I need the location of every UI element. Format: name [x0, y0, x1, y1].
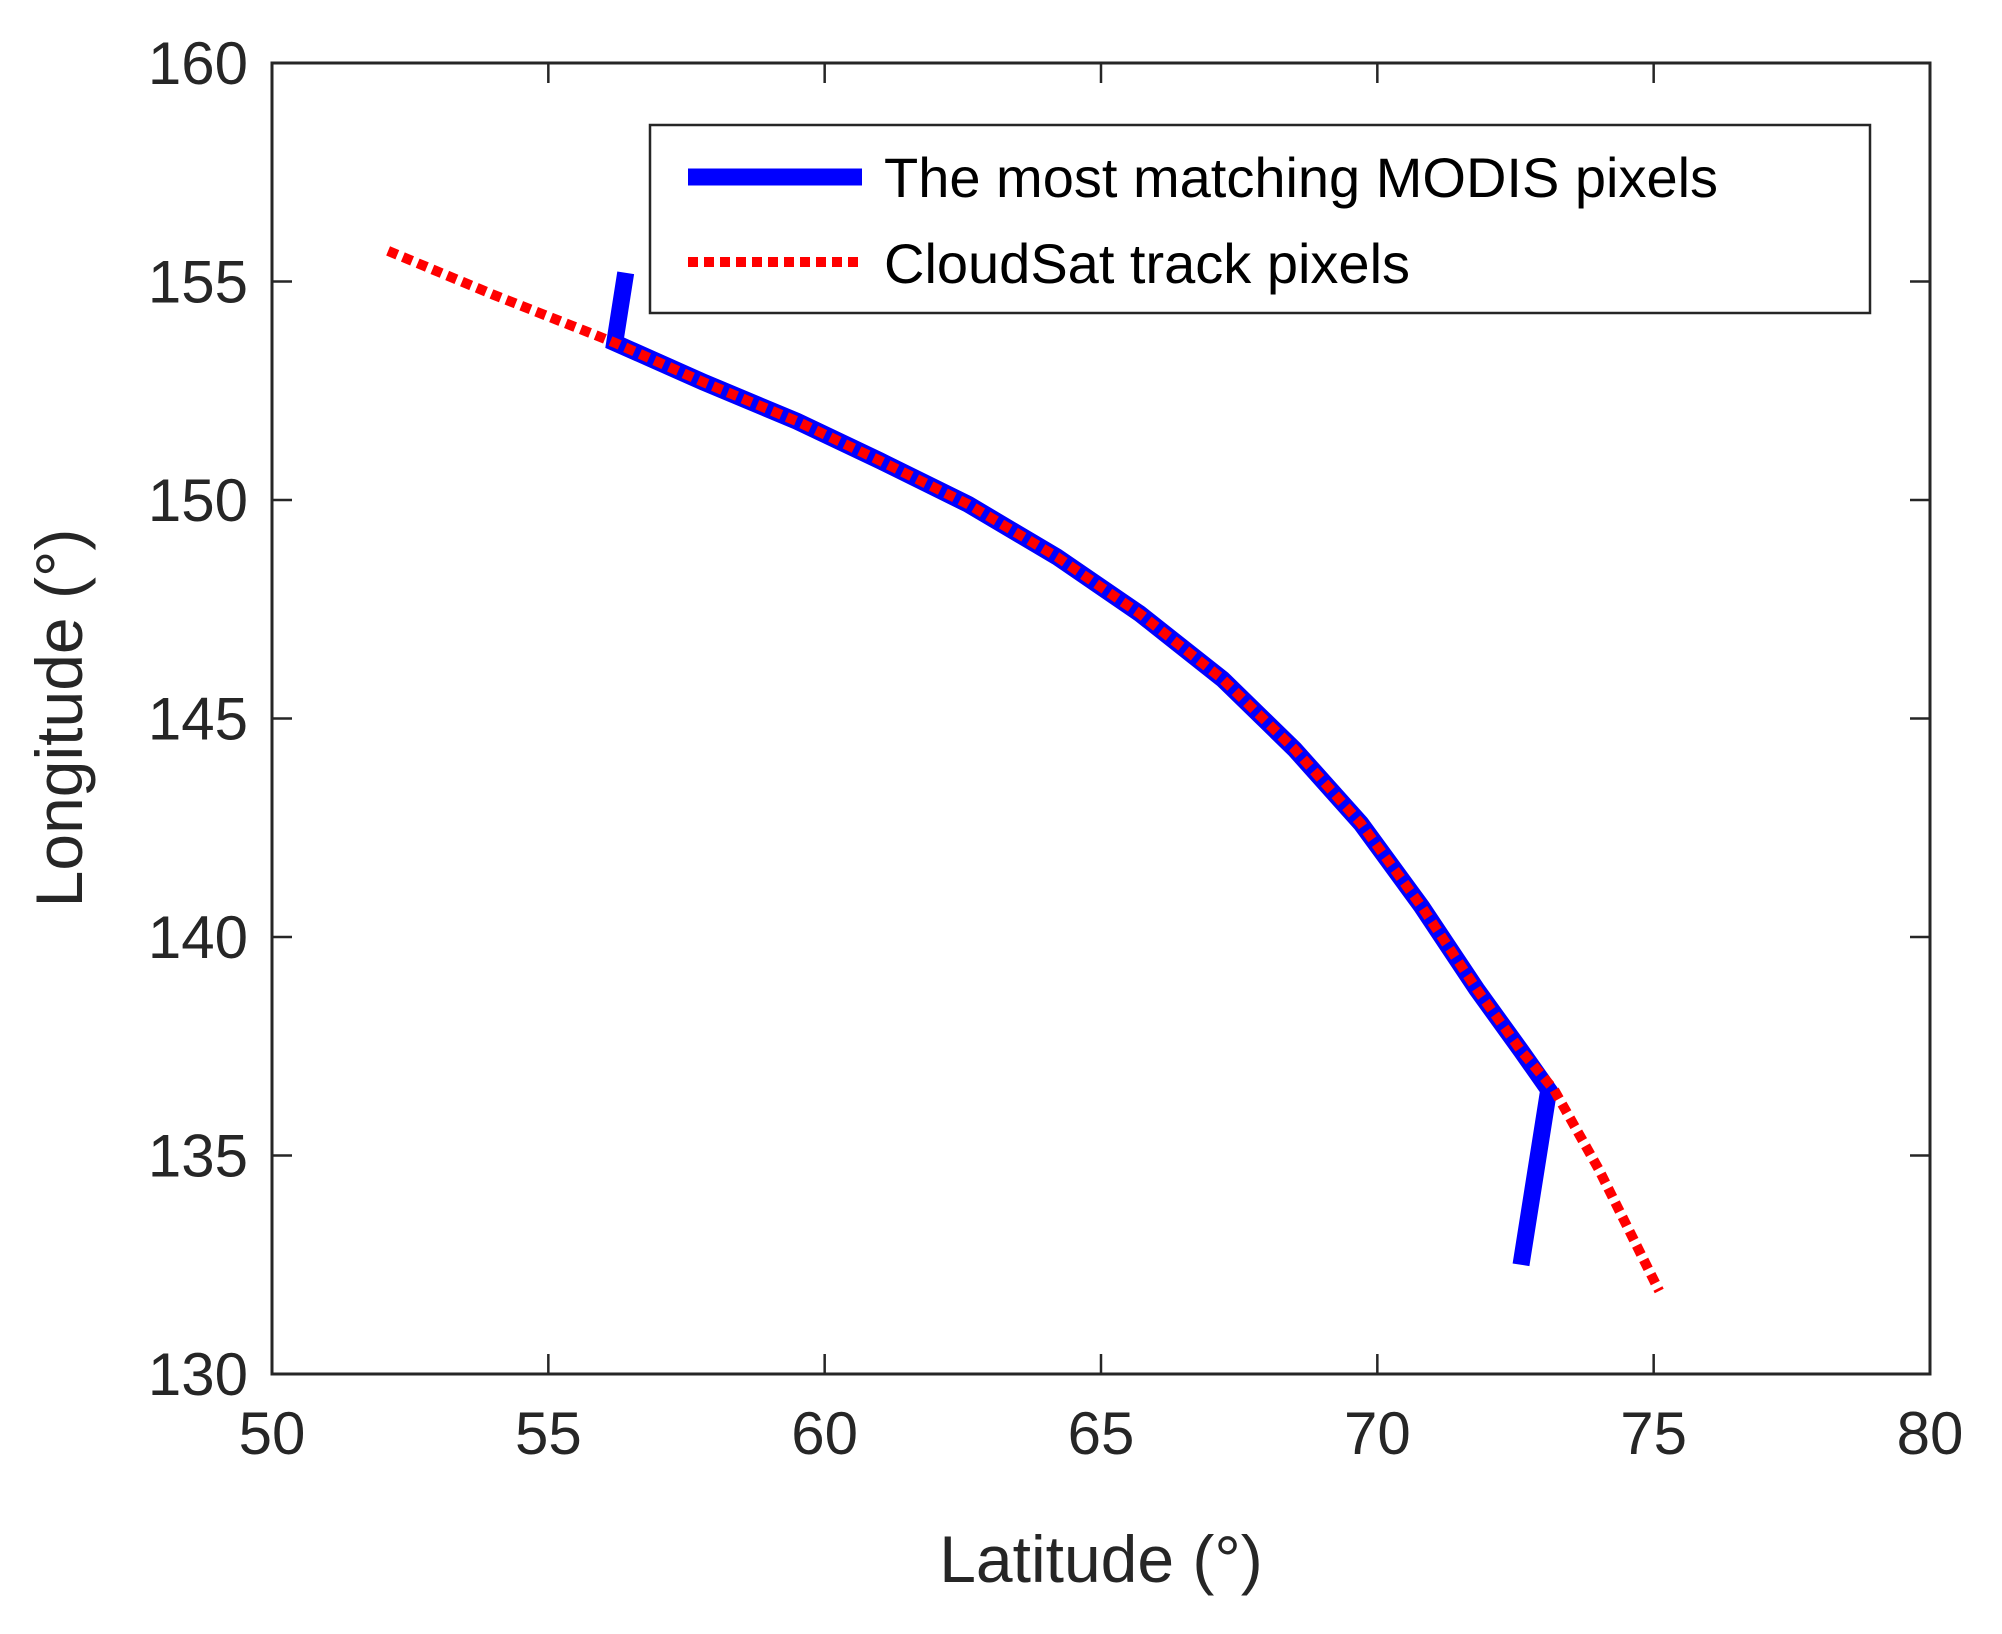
- tick-labels-layer: 50 55 60 65 70 75 80 130 135 140 145 150 155 160: [148, 30, 1963, 1467]
- y-tick-label: 145: [148, 686, 248, 753]
- legend-label-cloudsat: CloudSat track pixels: [884, 232, 1410, 295]
- x-tick-label: 60: [791, 1400, 858, 1467]
- x-tick-label: 55: [515, 1400, 582, 1467]
- y-tick-label: 160: [148, 30, 248, 97]
- x-tick-label: 65: [1068, 1400, 1135, 1467]
- x-tick-label: 50: [239, 1400, 306, 1467]
- legend-label-modis: The most matching MODIS pixels: [884, 146, 1718, 209]
- legend-box: [648, 123, 1872, 315]
- x-tick-label: 75: [1620, 1400, 1687, 1467]
- legend: The most matching MODIS pixels CloudSat …: [648, 123, 1872, 315]
- y-tick-label: 135: [148, 1123, 248, 1190]
- ticks-layer: [270, 61, 1932, 1376]
- y-tick-label: 140: [148, 904, 248, 971]
- y-tick-label: 150: [148, 467, 248, 534]
- y-tick-label: 155: [148, 249, 248, 316]
- x-tick-label: 80: [1897, 1400, 1964, 1467]
- y-axis-label: Longitude (°): [22, 529, 96, 908]
- series-layer: [386, 246, 1664, 1294]
- y-tick-label: 130: [148, 1341, 248, 1408]
- x-axis-label: Latitude (°): [939, 1522, 1263, 1596]
- series-line-cloudsat: [386, 246, 1664, 1294]
- x-tick-label: 70: [1344, 1400, 1411, 1467]
